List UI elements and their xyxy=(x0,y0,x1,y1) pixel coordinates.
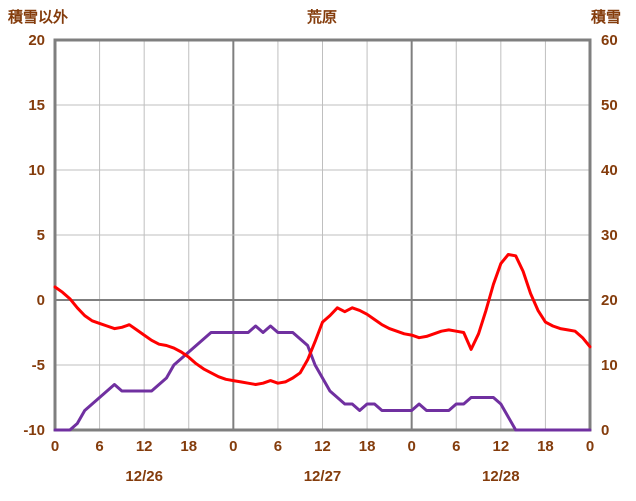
plot-border xyxy=(53,38,592,432)
left-axis-tick-label: 20 xyxy=(28,32,45,49)
left-axis-tick-label: 10 xyxy=(28,162,45,179)
left-axis-title: 積雪以外 xyxy=(7,8,68,26)
right-axis-tick-label: 0 xyxy=(601,422,609,439)
x-axis-tick-label: 12 xyxy=(492,438,509,455)
x-axis-day-label: 12/26 xyxy=(125,468,163,485)
right-axis-tick-label: 60 xyxy=(601,32,618,49)
x-axis-tick-label: 0 xyxy=(407,438,415,455)
left-axis-tick-label: -10 xyxy=(23,422,45,439)
right-axis-tick-label: 10 xyxy=(601,357,618,374)
right-axis-title: 積雪 xyxy=(590,8,621,26)
x-axis-tick-label: 18 xyxy=(359,438,376,455)
x-axis-tick-label: 18 xyxy=(537,438,554,455)
series-line-red xyxy=(53,253,592,386)
left-axis-tick-label: 15 xyxy=(28,97,45,114)
right-axis-tick-label: 40 xyxy=(601,162,618,179)
x-axis-day-label: 12/28 xyxy=(482,468,520,485)
right-axis-tick-label: 30 xyxy=(601,227,618,244)
series-line-purple xyxy=(53,324,592,432)
right-axis-tick-label: 20 xyxy=(601,292,618,309)
right-axis-tick-label: 50 xyxy=(601,97,618,114)
left-axis-tick-label: 0 xyxy=(37,292,45,309)
x-axis-tick-label: 0 xyxy=(229,438,237,455)
left-axis-tick-label: -5 xyxy=(32,357,45,374)
x-axis-tick-label: 12 xyxy=(136,438,153,455)
x-axis-tick-label: 6 xyxy=(95,438,103,455)
x-axis-tick-label: 18 xyxy=(180,438,197,455)
x-axis-tick-label: 0 xyxy=(586,438,594,455)
left-axis-tick-label: 5 xyxy=(37,227,45,244)
x-axis-day-label: 12/27 xyxy=(304,468,342,485)
x-axis-tick-label: 12 xyxy=(314,438,331,455)
chart-title: 荒原 xyxy=(307,8,337,26)
x-axis-tick-label: 0 xyxy=(51,438,59,455)
x-axis-tick-label: 6 xyxy=(452,438,460,455)
x-axis-tick-label: 6 xyxy=(274,438,282,455)
